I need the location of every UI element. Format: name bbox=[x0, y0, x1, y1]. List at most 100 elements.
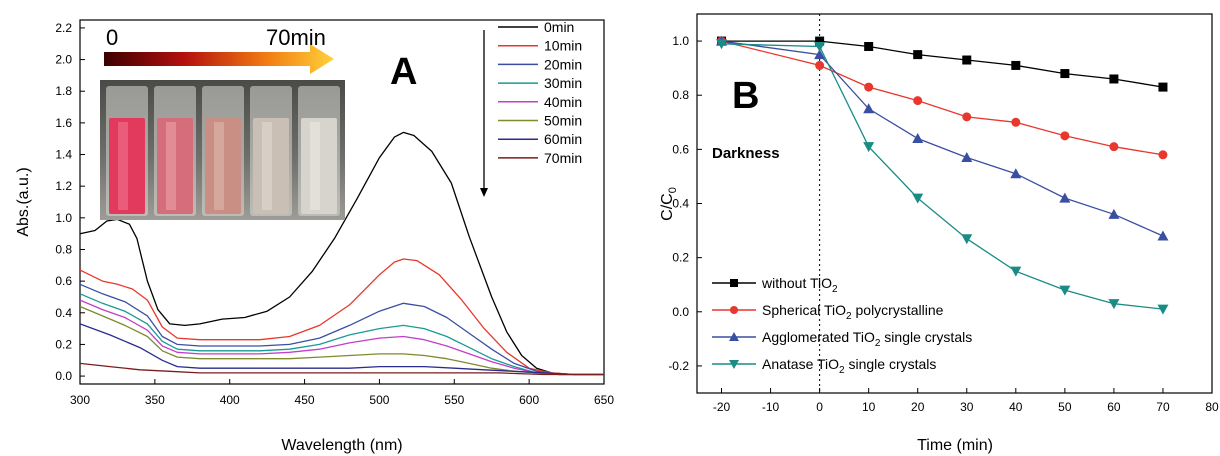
legend-label-b: Agglomerated TiO2 single crystals bbox=[762, 329, 972, 349]
spectrum-70min bbox=[79, 362, 604, 376]
legend-label-a: 40min bbox=[544, 94, 582, 110]
panel-a: 0.0 0.2 0.4 0.6 0.8 1.0 1.2 1.4 1.6 1.8 2.0 2.2 300… bbox=[15, 19, 614, 454]
data-point-triangle-up bbox=[1010, 168, 1022, 179]
x-tick-label-b: 50 bbox=[1058, 400, 1072, 414]
spectrum-60min bbox=[79, 323, 604, 376]
y-tick-label-a: 0.4 bbox=[55, 306, 72, 320]
legend-label-a: 0min bbox=[544, 19, 574, 35]
data-point-square bbox=[913, 50, 923, 60]
legend-label-a: 50min bbox=[544, 113, 582, 129]
vials bbox=[106, 86, 340, 216]
legend-label-b: without TiO2 bbox=[761, 275, 838, 295]
vial-highlight bbox=[118, 122, 128, 210]
x-tick-label-a: 500 bbox=[369, 393, 389, 407]
y-tick-label-b: 0.8 bbox=[672, 88, 689, 102]
y-axis-label-b-sub: 0 bbox=[667, 187, 679, 193]
y-tick-label-a: 2.2 bbox=[55, 21, 72, 35]
data-point-circle bbox=[913, 96, 923, 106]
x-tick-label-b: 20 bbox=[911, 400, 925, 414]
series-line bbox=[721, 40, 1164, 237]
spectrum-50min bbox=[79, 305, 604, 376]
data-point-triangle-down bbox=[912, 193, 924, 204]
data-point-triangle-down bbox=[814, 41, 826, 52]
legend-label-a: 20min bbox=[544, 56, 582, 72]
data-point-square bbox=[815, 36, 825, 46]
legend-label-a: 10min bbox=[544, 38, 582, 54]
x-tick-label-a: 650 bbox=[594, 393, 614, 407]
y-tick-label-b: 0.6 bbox=[672, 142, 689, 156]
x-axis-a: 300 350 400 450 500 550 600 650 bbox=[70, 379, 614, 407]
y-tick-label-b: -0.2 bbox=[668, 359, 689, 373]
legend-arrow-head bbox=[480, 188, 488, 197]
data-point-circle bbox=[815, 60, 825, 70]
darkness-annotation: Darkness bbox=[712, 145, 780, 162]
data-point-square bbox=[1011, 60, 1021, 70]
y-tick-label-a: 0.2 bbox=[55, 337, 72, 351]
data-point-circle bbox=[730, 306, 738, 314]
spectra-lines bbox=[79, 131, 604, 376]
data-point-circle bbox=[1011, 117, 1021, 127]
data-point-triangle-down bbox=[1059, 285, 1071, 296]
series-line bbox=[721, 40, 1164, 88]
data-point-circle bbox=[1158, 150, 1168, 160]
data-point-triangle-up bbox=[863, 103, 875, 114]
x-tick-label-b: 60 bbox=[1107, 400, 1121, 414]
x-tick-label-b: 0 bbox=[816, 400, 823, 414]
svg-text:C/C0: C/C0 bbox=[659, 187, 679, 221]
gradient-arrow bbox=[104, 44, 334, 74]
y-tick-label-a: 1.2 bbox=[55, 179, 72, 193]
legend-label-a: 70min bbox=[544, 150, 582, 166]
spectrum-10min bbox=[79, 258, 604, 376]
y-tick-label-b: 1.0 bbox=[672, 34, 689, 48]
data-point-square bbox=[1109, 74, 1119, 84]
data-point-circle bbox=[962, 112, 972, 122]
data-point-circle bbox=[1060, 131, 1070, 141]
gradient-start-label: 0 bbox=[106, 25, 118, 50]
x-tick-label-a: 550 bbox=[444, 393, 464, 407]
data-point-square bbox=[1060, 69, 1070, 79]
data-point-square bbox=[730, 279, 738, 287]
data-point-circle bbox=[864, 82, 874, 92]
y-tick-label-b: 0.0 bbox=[672, 305, 689, 319]
panel-label-b: B bbox=[732, 75, 759, 117]
y-tick-label-a: 1.4 bbox=[55, 148, 72, 162]
data-point-circle bbox=[1109, 142, 1119, 152]
legend-label-b: Spherical TiO2 polycrystalline bbox=[762, 302, 944, 322]
x-tick-label-b: 80 bbox=[1205, 400, 1219, 414]
vial-highlight bbox=[310, 122, 320, 210]
x-tick-label-a: 450 bbox=[295, 393, 315, 407]
vial-highlight bbox=[262, 122, 272, 210]
data-point-triangle-up bbox=[729, 332, 739, 341]
data-point-triangle-up bbox=[912, 133, 924, 144]
panel-label-a: A bbox=[390, 51, 417, 93]
vial-highlight bbox=[214, 122, 224, 210]
inset-photo: 0 70min bbox=[100, 25, 345, 220]
x-tick-label-b: 40 bbox=[1009, 400, 1023, 414]
y-tick-label-a: 2.0 bbox=[55, 53, 72, 67]
y-tick-label-a: 1.0 bbox=[55, 211, 72, 225]
data-point-triangle-down bbox=[1108, 299, 1120, 310]
data-point-square bbox=[864, 41, 874, 51]
data-point-triangle-up bbox=[1059, 192, 1071, 203]
data-point-triangle-down bbox=[1157, 304, 1169, 315]
x-axis-label-b: Time (min) bbox=[917, 437, 993, 454]
x-tick-label-b: 70 bbox=[1156, 400, 1170, 414]
series-line bbox=[721, 40, 1164, 156]
x-axis-label-a: Wavelength (nm) bbox=[281, 437, 402, 454]
y-axis-label-a: Abs.(a.u.) bbox=[15, 167, 32, 236]
x-tick-label-b: -10 bbox=[762, 400, 780, 414]
x-tick-label-a: 600 bbox=[519, 393, 539, 407]
legend-label-a: 60min bbox=[544, 131, 582, 147]
y-tick-label-a: 0.0 bbox=[55, 369, 72, 383]
x-tick-label-a: 350 bbox=[145, 393, 165, 407]
legend-label-a: 30min bbox=[544, 75, 582, 91]
y-tick-label-a: 0.6 bbox=[55, 274, 72, 288]
x-tick-label-b: -20 bbox=[713, 400, 731, 414]
x-tick-label-b: 30 bbox=[960, 400, 974, 414]
series-line bbox=[721, 43, 1164, 310]
spectrum-30min bbox=[79, 293, 604, 376]
y-tick-label-b: 0.2 bbox=[672, 251, 689, 265]
y-tick-label-a: 1.6 bbox=[55, 116, 72, 130]
vial-highlight bbox=[166, 122, 176, 210]
